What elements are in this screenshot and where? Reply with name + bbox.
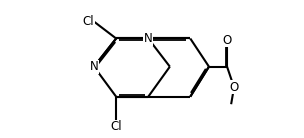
Text: N: N (90, 60, 98, 73)
Text: Cl: Cl (110, 120, 122, 133)
Text: O: O (230, 81, 239, 94)
Text: O: O (223, 34, 232, 47)
Text: N: N (144, 32, 153, 45)
Text: Cl: Cl (82, 15, 94, 28)
